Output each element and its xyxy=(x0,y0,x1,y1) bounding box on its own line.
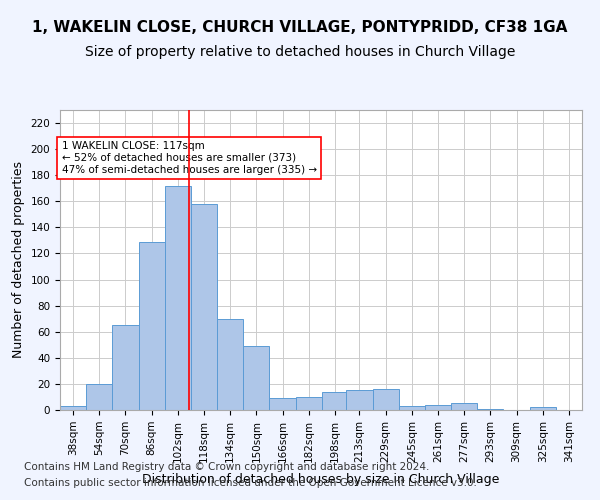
X-axis label: Distribution of detached houses by size in Church Village: Distribution of detached houses by size … xyxy=(142,473,500,486)
Bar xyxy=(86,384,112,410)
Text: Contains HM Land Registry data © Crown copyright and database right 2024.: Contains HM Land Registry data © Crown c… xyxy=(24,462,430,472)
Bar xyxy=(217,318,243,410)
Bar xyxy=(346,390,373,410)
Bar xyxy=(451,404,477,410)
Bar xyxy=(477,408,503,410)
Bar xyxy=(112,325,139,410)
Bar xyxy=(582,408,600,410)
Text: 1 WAKELIN CLOSE: 117sqm
← 52% of detached houses are smaller (373)
47% of semi-d: 1 WAKELIN CLOSE: 117sqm ← 52% of detache… xyxy=(62,142,317,174)
Bar xyxy=(165,186,191,410)
Bar xyxy=(296,397,322,410)
Bar xyxy=(425,405,451,410)
Text: 1, WAKELIN CLOSE, CHURCH VILLAGE, PONTYPRIDD, CF38 1GA: 1, WAKELIN CLOSE, CHURCH VILLAGE, PONTYP… xyxy=(32,20,568,35)
Bar xyxy=(191,204,217,410)
Bar xyxy=(243,346,269,410)
Text: Contains public sector information licensed under the Open Government Licence v3: Contains public sector information licen… xyxy=(24,478,477,488)
Bar xyxy=(60,406,86,410)
Bar xyxy=(399,406,425,410)
Bar xyxy=(269,398,296,410)
Bar xyxy=(139,242,165,410)
Text: Size of property relative to detached houses in Church Village: Size of property relative to detached ho… xyxy=(85,45,515,59)
Bar xyxy=(373,389,399,410)
Bar xyxy=(322,392,348,410)
Y-axis label: Number of detached properties: Number of detached properties xyxy=(12,162,25,358)
Bar xyxy=(530,408,556,410)
